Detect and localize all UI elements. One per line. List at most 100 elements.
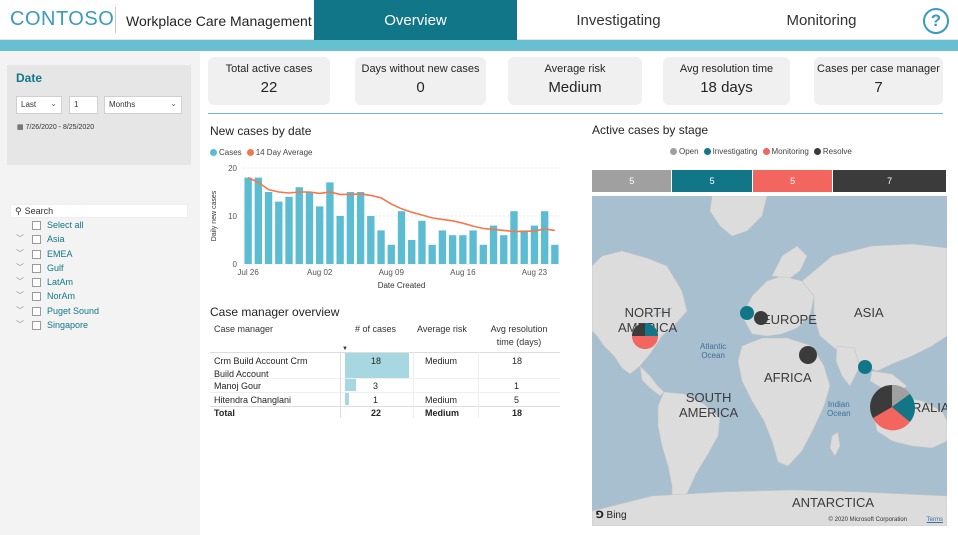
chart-bar[interactable] <box>326 182 334 264</box>
checkbox[interactable] <box>32 235 41 245</box>
checkbox[interactable] <box>32 278 41 288</box>
chart-bar[interactable] <box>254 177 263 264</box>
new-cases-chart[interactable]: 0 10 20 Jul 26 Aug 02 Aug 09 Aug 16 Aug 23 Date … <box>205 160 570 300</box>
region-slicer: ⚲ Search Select all ﹀ Asia ﹀ EMEA ﹀ Gulf … <box>10 204 188 332</box>
chart-bar[interactable] <box>377 230 385 264</box>
chevron-down-icon[interactable]: ﹀ <box>16 234 24 244</box>
tab-overview[interactable]: Overview <box>314 0 517 40</box>
cases-map[interactable]: NORTH AMERICA EUROPE ASIA AFRICA SOUTH A… <box>592 196 947 526</box>
chart-bar[interactable] <box>551 244 559 264</box>
chart-bar[interactable] <box>408 240 416 264</box>
chart-bar[interactable] <box>459 235 467 264</box>
continent-label-australia: RALIA <box>912 400 947 415</box>
chart-bar[interactable] <box>469 230 477 264</box>
chart-bar[interactable] <box>356 192 365 264</box>
date-range: ▦ 7/26/2020 - 8/25/2020 <box>17 123 94 131</box>
kpi-label: Days without new cases <box>361 63 480 75</box>
legend-item-cases[interactable]: Cases <box>210 148 242 157</box>
column-header-avg-resolution[interactable]: Avg resolution time (days) <box>480 324 558 347</box>
chart-bar[interactable] <box>387 244 395 264</box>
ocean-label-atlantic: Atlantic Ocean <box>700 342 726 360</box>
legend-item-resolve[interactable]: Resolve <box>813 147 852 156</box>
legend-item-monitoring[interactable]: Monitoring <box>762 147 809 156</box>
tab-monitoring[interactable]: Monitoring <box>786 11 857 29</box>
chart-bar[interactable] <box>438 230 447 264</box>
legend-item-14-day-average[interactable]: 14 Day Average <box>246 148 312 157</box>
new-cases-chart-title: New cases by date <box>210 124 312 138</box>
stage-chart-title: Active cases by stage <box>592 123 709 137</box>
tab-investigating[interactable]: Investigating <box>576 11 661 29</box>
stage-segment-resolve[interactable]: 7 <box>833 170 946 192</box>
chevron-down-icon: ⌄ <box>50 99 57 108</box>
legend-item-open[interactable]: Open <box>670 147 699 156</box>
chevron-down-icon[interactable]: ﹀ <box>16 277 24 287</box>
row-cases: 1 <box>373 395 379 405</box>
kpi-days-without-new-cases: Days without new cases 0 <box>355 57 486 105</box>
column-header-cases[interactable]: # of cases <box>355 324 397 334</box>
chart-bar[interactable] <box>418 220 426 264</box>
chart-bar[interactable] <box>367 216 375 264</box>
map-copyright: © 2020 Microsoft Corporation <box>828 517 907 523</box>
chart-bar[interactable] <box>295 187 303 264</box>
chevron-down-icon[interactable]: ﹀ <box>16 262 24 272</box>
legend-label: Resolve <box>822 147 852 156</box>
column-divider <box>478 352 479 418</box>
checkbox[interactable] <box>32 306 41 316</box>
legend-item-investigating[interactable]: Investigating <box>703 147 758 156</box>
slicer-item-puget-sound[interactable]: ﹀ Puget Sound <box>10 304 188 318</box>
relative-date-select[interactable]: Last ⌄ <box>16 96 62 114</box>
chart-bar[interactable] <box>285 196 293 264</box>
kpi-value: 22 <box>260 79 278 96</box>
average-line <box>247 176 556 233</box>
slicer-item-latam[interactable]: ﹀ LatAm <box>10 275 188 289</box>
stage-segment-monitoring[interactable]: 5 <box>752 170 833 192</box>
checkbox[interactable] <box>32 249 41 259</box>
ocean-label-line: Ocean <box>701 351 725 360</box>
slicer-search-input[interactable]: ⚲ Search <box>10 204 188 218</box>
chart-bar[interactable] <box>520 230 528 264</box>
checkbox[interactable] <box>32 292 41 302</box>
stage-segment-open[interactable]: 5 <box>592 170 672 192</box>
sort-desc-icon[interactable]: ▼ <box>342 346 348 352</box>
checkbox[interactable] <box>32 221 41 230</box>
slicer-item-singapore[interactable]: ﹀ Singapore <box>10 318 188 332</box>
chart-bar[interactable] <box>448 235 457 264</box>
chevron-down-icon[interactable]: ﹀ <box>16 320 24 330</box>
date-unit-select[interactable]: Months ⌄ <box>104 96 182 114</box>
chevron-down-icon[interactable]: ﹀ <box>16 248 24 258</box>
slicer-item-noram[interactable]: ﹀ NorAm <box>10 289 188 303</box>
map-terms-link[interactable]: Terms <box>926 517 943 523</box>
chart-bar[interactable] <box>316 206 324 264</box>
chart-bar[interactable] <box>264 192 273 264</box>
chevron-down-icon[interactable]: ﹀ <box>16 305 24 315</box>
slicer-item-select-all[interactable]: Select all <box>10 218 188 232</box>
slicer-item-label: LatAm <box>47 277 74 288</box>
column-header-average-risk[interactable]: Average risk <box>417 324 467 334</box>
chart-bar[interactable] <box>305 192 314 264</box>
date-count-input[interactable]: 1 <box>69 96 98 114</box>
slicer-item-gulf[interactable]: ﹀ Gulf <box>10 261 188 275</box>
help-icon[interactable]: ? <box>923 8 949 34</box>
chart-bar[interactable] <box>500 235 508 264</box>
stage-segment-investigating[interactable]: 5 <box>672 170 752 192</box>
slicer-item-asia[interactable]: ﹀ Asia <box>10 232 188 246</box>
kpi-cases-per-case-manager: Cases per case manager 7 <box>814 57 943 105</box>
checkbox[interactable] <box>32 263 41 273</box>
chart-bar[interactable] <box>540 211 549 264</box>
chart-bar[interactable] <box>397 211 406 264</box>
chart-bar[interactable] <box>530 225 539 264</box>
chart-bar[interactable] <box>428 244 436 264</box>
chart-bar[interactable] <box>346 192 355 264</box>
checkbox[interactable] <box>32 321 41 331</box>
slicer-item-emea[interactable]: ﹀ EMEA <box>10 247 188 261</box>
chart-bar[interactable] <box>479 244 487 264</box>
column-header-case-manager[interactable]: Case manager <box>214 324 274 334</box>
date-filter-title: Date <box>16 71 43 85</box>
chevron-down-icon[interactable]: ﹀ <box>16 291 24 301</box>
chart-bar[interactable] <box>275 201 283 264</box>
chart-bar[interactable] <box>336 216 344 264</box>
chart-bar[interactable] <box>510 211 518 264</box>
chart-bar[interactable] <box>489 225 498 264</box>
chart-bar[interactable] <box>244 177 252 264</box>
